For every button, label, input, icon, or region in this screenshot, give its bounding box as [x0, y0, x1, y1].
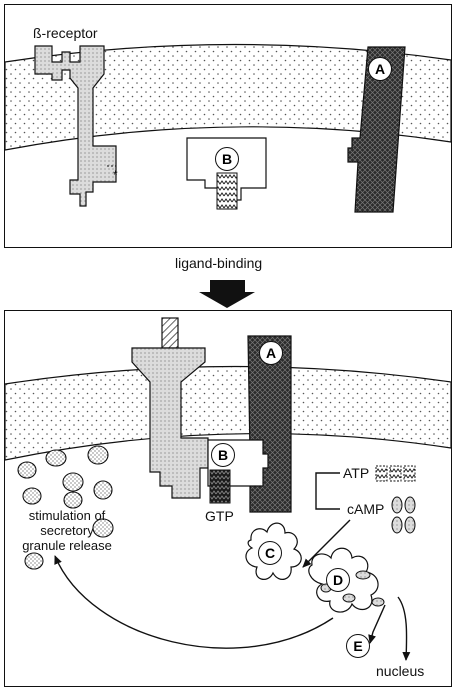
- atp-label: ATP: [343, 465, 370, 481]
- bottom-label-E: E: [346, 634, 370, 658]
- bottom-label-D: D: [326, 568, 350, 592]
- camp-4: [404, 516, 416, 534]
- stimulation-label-line-2: secretory: [40, 523, 94, 538]
- top-beta-receptor: [34, 45, 117, 207]
- nucleus-label: nucleus: [376, 663, 425, 679]
- stimulation-label-line-3: granule release: [22, 538, 112, 553]
- gtp-zigzag: [209, 469, 231, 504]
- arrow-D-to-nucleus: [397, 596, 411, 661]
- atp-camp-bracket: [315, 472, 340, 510]
- atp-box-1: [375, 465, 388, 482]
- camp-2: [404, 496, 416, 514]
- arrow-D-to-E: [368, 604, 386, 644]
- top-effector-A: [347, 46, 406, 213]
- arrow-D-to-granules: [54, 555, 334, 649]
- top-panel: [4, 4, 452, 248]
- atp-box-3: [403, 465, 416, 482]
- bottom-label-B: B: [211, 443, 235, 467]
- bottom-beta-receptor: [131, 347, 209, 499]
- bottom-label-C: C: [258, 541, 282, 565]
- down-arrow: [199, 280, 255, 308]
- bottom-label-A: A: [259, 341, 283, 365]
- secretory-granules: [17, 445, 114, 570]
- atp-box-2: [389, 465, 402, 482]
- bottom-panel: [4, 310, 452, 687]
- ligand-binding-label: ligand-binding: [175, 255, 263, 271]
- arrow-camp-to-C: [302, 519, 351, 568]
- beta-receptor-label: ß-receptor: [33, 25, 98, 41]
- top-label-A: A: [368, 57, 392, 81]
- top-label-B: B: [215, 147, 239, 171]
- gtp-label: GTP: [205, 508, 234, 524]
- camp-label: cAMP: [347, 501, 385, 517]
- stimulation-label-line-1: stimulation of: [28, 508, 106, 523]
- camp-3: [391, 516, 403, 534]
- top-gdp-zigzag: [216, 172, 238, 210]
- camp-1: [391, 496, 403, 514]
- asterisk-mark: *: [113, 168, 118, 182]
